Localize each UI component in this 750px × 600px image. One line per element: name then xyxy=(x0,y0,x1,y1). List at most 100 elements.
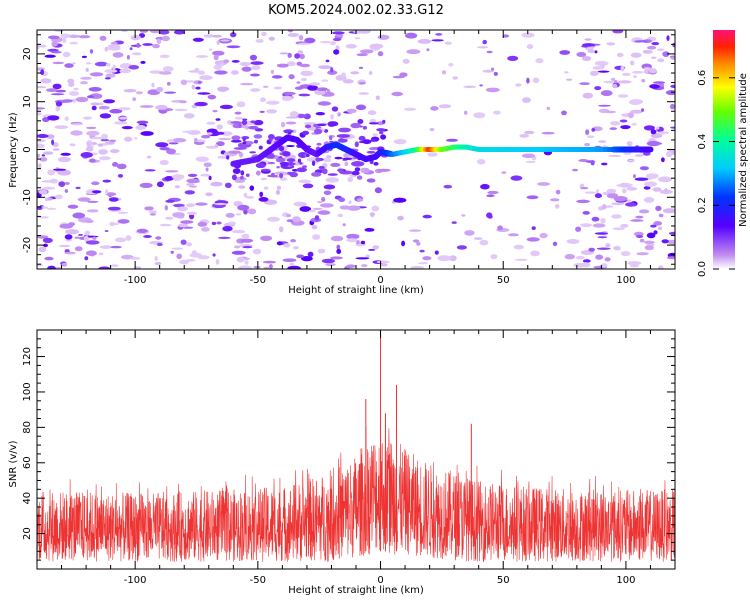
cluster-blob xyxy=(281,162,289,168)
cluster-blob xyxy=(329,140,334,143)
noise-blob xyxy=(337,213,343,218)
noise-blob xyxy=(302,183,314,189)
noise-blob xyxy=(338,197,346,202)
noise-blob xyxy=(164,91,177,94)
noise-blob xyxy=(286,145,295,147)
y-tick-label: 40 xyxy=(22,492,33,505)
noise-blob xyxy=(197,92,211,95)
noise-blob xyxy=(645,173,659,179)
cluster-blob xyxy=(366,150,376,154)
noise-blob xyxy=(129,257,141,260)
noise-blob xyxy=(236,101,246,108)
noise-blob xyxy=(89,49,94,54)
noise-blob xyxy=(64,181,70,185)
y-tick-label: 120 xyxy=(22,347,33,366)
noise-blob xyxy=(317,101,331,106)
noise-blob xyxy=(195,55,209,58)
noise-blob xyxy=(643,240,655,244)
noise-blob xyxy=(149,213,157,216)
noise-blob xyxy=(670,57,675,60)
noise-blob xyxy=(38,246,47,253)
y-tick-label: 20 xyxy=(22,48,33,61)
cluster-blob xyxy=(362,125,367,130)
colorbar: 0.0 0.2 0.4 0.6 Normalized spectral amplitu… xyxy=(697,30,749,277)
noise-blob xyxy=(364,167,370,174)
noise-blob xyxy=(379,263,388,267)
noise-blob xyxy=(397,215,404,221)
noise-blob xyxy=(464,110,468,115)
noise-blob xyxy=(91,181,100,186)
noise-blob xyxy=(282,258,297,263)
noise-blob xyxy=(125,235,132,241)
noise-blob xyxy=(92,190,102,194)
noise-blob xyxy=(212,34,223,38)
noise-blob xyxy=(154,255,158,262)
bottom-x-axis-label: Height of straight line (km) xyxy=(288,585,424,596)
noise-blob xyxy=(69,91,79,96)
noise-blob xyxy=(78,233,83,236)
noise-blob xyxy=(619,119,628,123)
noise-blob xyxy=(210,181,223,187)
noise-blob xyxy=(165,199,176,203)
noise-blob xyxy=(206,132,213,135)
noise-blob xyxy=(217,236,231,239)
noise-blob xyxy=(337,112,341,117)
noise-blob xyxy=(580,223,593,228)
noise-blob xyxy=(107,44,121,49)
noise-blob xyxy=(377,51,384,57)
cluster-blob xyxy=(351,170,360,176)
noise-blob xyxy=(83,116,92,120)
noise-blob xyxy=(102,179,112,183)
noise-blob xyxy=(629,264,640,268)
noise-blob xyxy=(535,58,544,64)
noise-blob xyxy=(634,40,648,43)
noise-blob xyxy=(166,81,171,86)
noise-blob xyxy=(317,210,331,215)
cluster-blob xyxy=(327,173,338,176)
noise-blob xyxy=(263,266,271,269)
noise-blob xyxy=(186,259,196,262)
noise-blob xyxy=(258,197,269,202)
noise-blob xyxy=(136,42,140,48)
noise-blob xyxy=(250,88,261,92)
noise-blob xyxy=(155,236,162,240)
noise-blob xyxy=(377,34,390,40)
noise-blob xyxy=(296,81,301,84)
noise-blob xyxy=(216,40,220,46)
noise-blob xyxy=(44,54,56,58)
noise-blob xyxy=(644,245,654,251)
noise-blob xyxy=(164,176,174,181)
noise-blob xyxy=(86,126,97,130)
noise-blob xyxy=(39,44,47,48)
noise-blob xyxy=(307,85,319,91)
noise-blob xyxy=(80,76,92,80)
noise-blob xyxy=(219,104,233,110)
noise-blob xyxy=(301,256,313,262)
noise-blob xyxy=(72,98,77,104)
noise-blob xyxy=(234,179,246,183)
noise-blob xyxy=(519,134,530,138)
noise-blob xyxy=(159,54,170,58)
noise-blob xyxy=(575,255,585,260)
noise-blob xyxy=(156,86,164,93)
noise-blob xyxy=(323,129,329,133)
noise-blob xyxy=(164,205,168,211)
noise-blob xyxy=(287,33,300,37)
noise-blob xyxy=(172,174,185,180)
noise-blob xyxy=(629,60,635,66)
noise-blob xyxy=(311,225,318,230)
top-y-axis-label: Frequency (Hz) xyxy=(8,112,19,188)
noise-blob xyxy=(126,54,130,60)
noise-blob xyxy=(626,141,633,147)
noise-blob xyxy=(187,130,201,135)
x-tick-label: 100 xyxy=(616,275,635,286)
noise-blob xyxy=(507,55,519,62)
noise-blob xyxy=(473,237,483,241)
cluster-blob xyxy=(376,128,386,132)
noise-blob xyxy=(281,95,292,102)
noise-blob xyxy=(216,141,225,147)
noise-blob xyxy=(197,221,208,227)
cluster-blob xyxy=(299,162,303,165)
noise-blob xyxy=(194,138,198,142)
noise-blob xyxy=(85,67,89,72)
